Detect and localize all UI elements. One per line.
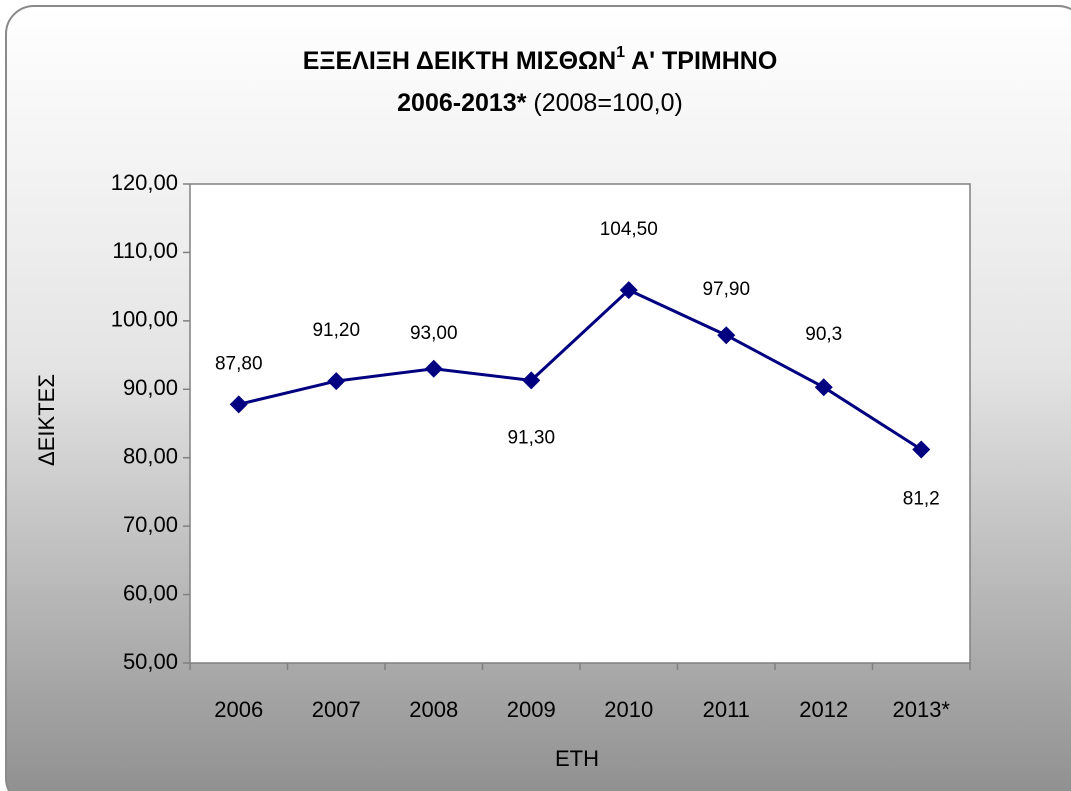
chart-title: ΕΞΕΛΙΞΗ ΔΕΙΚΤΗ ΜΙΣΘΩΝ1 Α' ΤΡΙΜΗΝΟ [303,44,778,74]
y-axis-label: ΔΕΙΚΤΕΣ [34,374,59,466]
marker [619,281,638,300]
marker [327,372,346,391]
y-tick-label: 120,00 [111,170,178,195]
marker [229,395,248,414]
marker [814,378,833,397]
plot-area [189,183,971,664]
y-tick-label: 110,00 [112,238,178,263]
x-tick-label: 2008 [409,697,458,722]
y-tick-label: 80,00 [123,444,178,469]
data-label: 91,30 [507,427,555,448]
y-tick-label: 60,00 [123,580,178,605]
data-label: 90,3 [805,324,842,345]
data-label: 93,00 [410,323,458,344]
data-label: 97,90 [702,279,750,300]
x-tick-label: 2012 [799,697,848,722]
x-axis-label: ΕΤΗ [555,746,599,771]
data-label: 91,20 [312,320,360,341]
x-tick-label: 2009 [507,697,556,722]
x-tick-label: 2011 [703,697,750,722]
data-label: 81,2 [903,489,940,510]
x-tick-label: 2013* [892,697,950,722]
y-tick-label: 70,00 [123,512,178,537]
data-label: 87,80 [215,353,263,374]
series-line [238,288,923,451]
y-tick-label: 100,00 [111,307,178,332]
chart-subtitle: 2006-2013* (2008=100,0) [397,89,683,117]
x-tick-label: 2010 [604,697,653,722]
y-tick-label: 90,00 [123,375,178,400]
y-tick-label: 50,00 [123,649,178,674]
marker [522,371,541,390]
marker [912,440,931,459]
data-label: 104,50 [600,219,658,240]
marker [717,326,736,345]
marker [424,359,443,378]
x-tick-label: 2006 [214,697,263,722]
x-tick-label: 2007 [312,697,361,722]
